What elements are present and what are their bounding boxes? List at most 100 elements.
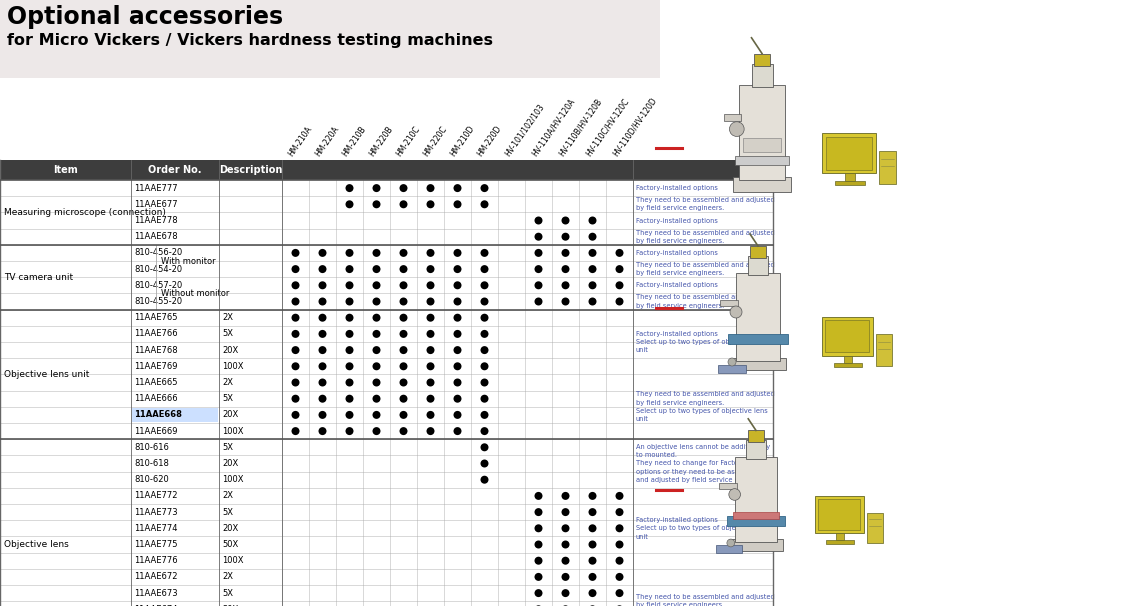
Circle shape	[534, 541, 542, 548]
Text: 810-620: 810-620	[134, 475, 168, 484]
Text: 810-457-20: 810-457-20	[134, 281, 182, 290]
Text: 2X: 2X	[222, 378, 233, 387]
Circle shape	[480, 265, 488, 273]
Text: 50X: 50X	[222, 540, 238, 549]
Bar	[823, 133, 876, 173]
Text: 810-456-20: 810-456-20	[134, 248, 182, 258]
Circle shape	[319, 427, 327, 435]
Circle shape	[454, 249, 462, 257]
Bar	[719, 365, 746, 373]
Text: 11AAE765: 11AAE765	[134, 313, 178, 322]
Bar	[0, 160, 774, 180]
Circle shape	[480, 379, 488, 387]
Circle shape	[400, 281, 408, 289]
Circle shape	[291, 427, 299, 435]
Circle shape	[562, 492, 570, 500]
Text: 5X: 5X	[222, 508, 233, 516]
Bar	[0, 375, 774, 391]
Circle shape	[562, 541, 570, 548]
Bar	[0, 342, 774, 358]
Circle shape	[345, 281, 353, 289]
Circle shape	[426, 362, 434, 370]
Bar	[0, 310, 774, 326]
Circle shape	[589, 508, 597, 516]
Circle shape	[534, 589, 542, 597]
Text: 2X: 2X	[222, 573, 233, 581]
Text: HV-110C/HV-120C: HV-110C/HV-120C	[583, 97, 630, 158]
Circle shape	[480, 476, 488, 484]
Text: They need to be assembled and adjusted
by field service engineers.: They need to be assembled and adjusted b…	[636, 230, 775, 244]
Circle shape	[534, 216, 542, 224]
Circle shape	[480, 201, 488, 208]
Circle shape	[400, 249, 408, 257]
Circle shape	[589, 557, 597, 565]
Text: 11AAE665: 11AAE665	[134, 378, 178, 387]
Text: Factory-installed options: Factory-installed options	[636, 218, 717, 224]
Circle shape	[426, 298, 434, 305]
Circle shape	[400, 201, 408, 208]
Text: HV-110A/HV-120A: HV-110A/HV-120A	[529, 97, 576, 158]
Circle shape	[426, 379, 434, 387]
Circle shape	[345, 184, 353, 192]
Circle shape	[319, 281, 327, 289]
Text: 11AAE673: 11AAE673	[134, 588, 178, 598]
Bar	[0, 504, 774, 520]
Circle shape	[319, 330, 327, 338]
Bar	[0, 228, 774, 245]
Circle shape	[534, 298, 542, 305]
Circle shape	[291, 411, 299, 419]
Text: 5X: 5X	[222, 330, 233, 338]
Text: 5X: 5X	[222, 588, 233, 598]
Circle shape	[534, 557, 542, 565]
Circle shape	[589, 265, 597, 273]
Circle shape	[589, 541, 597, 548]
Circle shape	[319, 411, 327, 419]
Bar	[843, 356, 853, 362]
Text: With monitor: With monitor	[160, 256, 215, 265]
Text: HM-220C: HM-220C	[422, 124, 449, 158]
Text: 11AAE669: 11AAE669	[134, 427, 178, 436]
Circle shape	[372, 395, 380, 403]
Bar	[716, 545, 741, 553]
Text: HV-101/102/103: HV-101/102/103	[503, 102, 545, 158]
Circle shape	[400, 330, 408, 338]
Text: 100X: 100X	[222, 362, 243, 371]
Bar	[877, 335, 892, 366]
Text: Description: Description	[219, 165, 282, 175]
Text: HM-220A: HM-220A	[314, 124, 342, 158]
Text: Item: Item	[53, 165, 78, 175]
Circle shape	[454, 411, 462, 419]
Circle shape	[400, 379, 408, 387]
Circle shape	[372, 265, 380, 273]
Bar	[0, 245, 774, 261]
Circle shape	[426, 249, 434, 257]
Circle shape	[345, 346, 353, 354]
Bar	[0, 391, 774, 407]
Circle shape	[589, 573, 597, 581]
Circle shape	[480, 362, 488, 370]
Text: They need to be assembled and adjusted
by field service engineers.: They need to be assembled and adjusted b…	[636, 295, 775, 308]
Circle shape	[454, 362, 462, 370]
Text: Objective lens: Objective lens	[3, 540, 69, 549]
Text: 20X: 20X	[222, 524, 238, 533]
Bar	[754, 53, 770, 66]
Circle shape	[615, 249, 623, 257]
Text: 11AAE773: 11AAE773	[134, 508, 178, 516]
Circle shape	[454, 330, 462, 338]
Circle shape	[291, 330, 299, 338]
Circle shape	[615, 298, 623, 305]
Text: 11AAE672: 11AAE672	[134, 573, 178, 581]
Bar	[0, 0, 660, 78]
Bar	[818, 499, 861, 530]
Circle shape	[319, 346, 327, 354]
Circle shape	[372, 249, 380, 257]
Bar	[846, 173, 855, 181]
Bar	[0, 261, 774, 277]
Circle shape	[372, 362, 380, 370]
Text: HM-210C: HM-210C	[394, 124, 422, 158]
Circle shape	[480, 459, 488, 467]
Circle shape	[291, 362, 299, 370]
Circle shape	[480, 444, 488, 451]
Circle shape	[480, 314, 488, 322]
Bar	[748, 430, 763, 442]
